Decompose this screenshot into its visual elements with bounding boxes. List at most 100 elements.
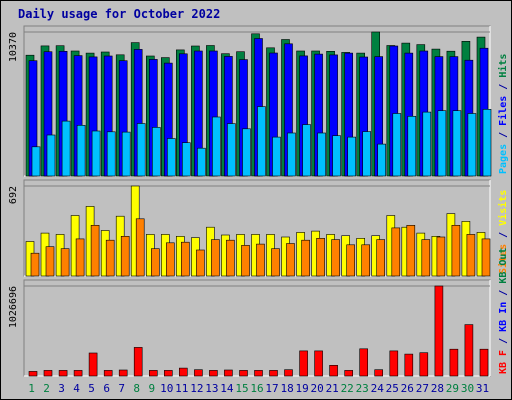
day-label-12: 12 — [190, 382, 203, 395]
bar-pages-day-19 — [302, 124, 311, 177]
day-label-26: 26 — [401, 382, 414, 395]
bar-sites-day-25 — [391, 227, 401, 277]
bar-sites-day-3 — [60, 248, 70, 277]
day-label-4: 4 — [73, 382, 80, 395]
day-label-21: 21 — [326, 382, 339, 395]
bar-sites-day-12 — [196, 249, 205, 277]
day-label-5: 5 — [88, 382, 95, 395]
bar-kbytes-day-21 — [329, 364, 338, 377]
day-label-13: 13 — [205, 382, 218, 395]
day-label-25: 25 — [386, 382, 399, 395]
panel-hits_files_pages-max-label: 10370 — [8, 32, 19, 62]
day-label-24: 24 — [371, 382, 385, 395]
bar-pages-day-21 — [332, 135, 341, 177]
bar-sites-day-10 — [166, 242, 175, 277]
legend-part: KB In — [498, 302, 509, 332]
bar-sites-day-23 — [361, 244, 371, 277]
bar-kbytes-day-20 — [314, 350, 323, 377]
bar-sites-day-2 — [45, 246, 55, 277]
day-label-28: 28 — [431, 382, 444, 395]
bar-kbytes-day-4 — [73, 370, 83, 377]
bar-pages-day-11 — [182, 142, 191, 177]
bar-sites-day-14 — [226, 239, 235, 277]
bar-kbytes-day-25 — [389, 350, 399, 377]
bar-kbytes-day-2 — [43, 370, 53, 377]
legend-part: Sites — [497, 244, 509, 274]
day-label-1: 1 — [28, 382, 35, 395]
legend-part: Pages — [498, 144, 509, 174]
day-label-23: 23 — [356, 382, 369, 395]
bar-kbytes-day-8 — [133, 347, 143, 377]
bar-sites-day-17 — [271, 248, 280, 277]
day-label-14: 14 — [220, 382, 234, 395]
bar-kbytes-day-15 — [239, 370, 248, 377]
day-label-22: 22 — [341, 382, 354, 395]
bar-sites-day-13 — [211, 239, 220, 277]
bar-kbytes-day-28 — [434, 285, 444, 377]
day-label-11: 11 — [175, 382, 188, 395]
bar-pages-day-22 — [347, 136, 357, 177]
legend-part: / — [498, 332, 509, 350]
bar-sites-day-5 — [90, 225, 100, 277]
bar-pages-day-30 — [467, 113, 477, 177]
bar-pages-day-24 — [377, 143, 387, 177]
bar-sites-day-31 — [481, 238, 491, 277]
day-label-20: 20 — [310, 382, 323, 395]
legend-part: / — [498, 284, 509, 302]
panel-kbytes-max-label: 1026696 — [8, 286, 19, 328]
bar-kbytes-day-18 — [284, 369, 293, 377]
bar-pages-day-5 — [91, 130, 101, 177]
bar-pages-day-7 — [121, 131, 131, 177]
bar-sites-day-29 — [451, 225, 461, 277]
legend-part: / — [498, 78, 509, 96]
day-label-7: 7 — [118, 382, 125, 395]
legend-part: KB F — [498, 350, 509, 374]
bar-kbytes-day-12 — [194, 369, 203, 377]
day-label-16: 16 — [250, 382, 263, 395]
panel-kbytes-legend: KB F / KB In / KB Out — [498, 248, 509, 374]
legend-part: KB Out — [498, 248, 509, 284]
bar-kbytes-day-31 — [479, 348, 489, 377]
day-label-29: 29 — [446, 382, 459, 395]
day-label-15: 15 — [235, 382, 248, 395]
bar-pages-day-13 — [212, 116, 221, 177]
bar-kbytes-day-3 — [58, 370, 68, 377]
bar-pages-day-3 — [61, 120, 71, 177]
bar-kbytes-day-6 — [103, 370, 113, 377]
bar-pages-day-4 — [76, 125, 86, 177]
bar-kbytes-day-23 — [359, 348, 369, 377]
bar-kbytes-day-16 — [254, 370, 263, 377]
bar-kbytes-day-5 — [88, 352, 98, 377]
legend-part: / — [498, 226, 509, 244]
bar-pages-day-14 — [227, 123, 236, 177]
bar-pages-day-18 — [287, 132, 296, 177]
bar-sites-day-30 — [466, 234, 476, 277]
bar-sites-day-9 — [151, 248, 160, 277]
bar-pages-day-20 — [317, 132, 326, 177]
bar-sites-day-11 — [181, 241, 190, 277]
bar-sites-day-20 — [316, 238, 325, 277]
bar-sites-day-22 — [346, 244, 356, 277]
legend-part: Hits — [497, 54, 509, 78]
day-label-6: 6 — [103, 382, 110, 395]
legend-part: Visits — [497, 190, 509, 226]
bar-pages-day-31 — [482, 109, 492, 177]
bar-pages-day-17 — [272, 136, 281, 177]
bar-pages-day-6 — [106, 131, 116, 177]
bar-pages-day-29 — [452, 110, 462, 177]
day-label-8: 8 — [133, 382, 140, 395]
panel-visits_sites-max-label: 692 — [8, 186, 19, 204]
legend-part: Files — [497, 96, 509, 126]
bar-kbytes-day-22 — [344, 370, 354, 377]
bar-kbytes-day-27 — [419, 352, 429, 377]
bar-kbytes-day-26 — [404, 353, 414, 377]
bar-sites-day-4 — [75, 238, 85, 277]
bar-sites-day-15 — [241, 245, 250, 277]
bar-pages-day-2 — [46, 134, 56, 177]
bar-kbytes-day-9 — [149, 370, 158, 377]
bar-sites-day-24 — [376, 239, 386, 277]
bar-sites-day-28 — [436, 236, 446, 277]
bar-pages-day-27 — [422, 111, 432, 177]
bar-sites-day-16 — [256, 243, 265, 277]
